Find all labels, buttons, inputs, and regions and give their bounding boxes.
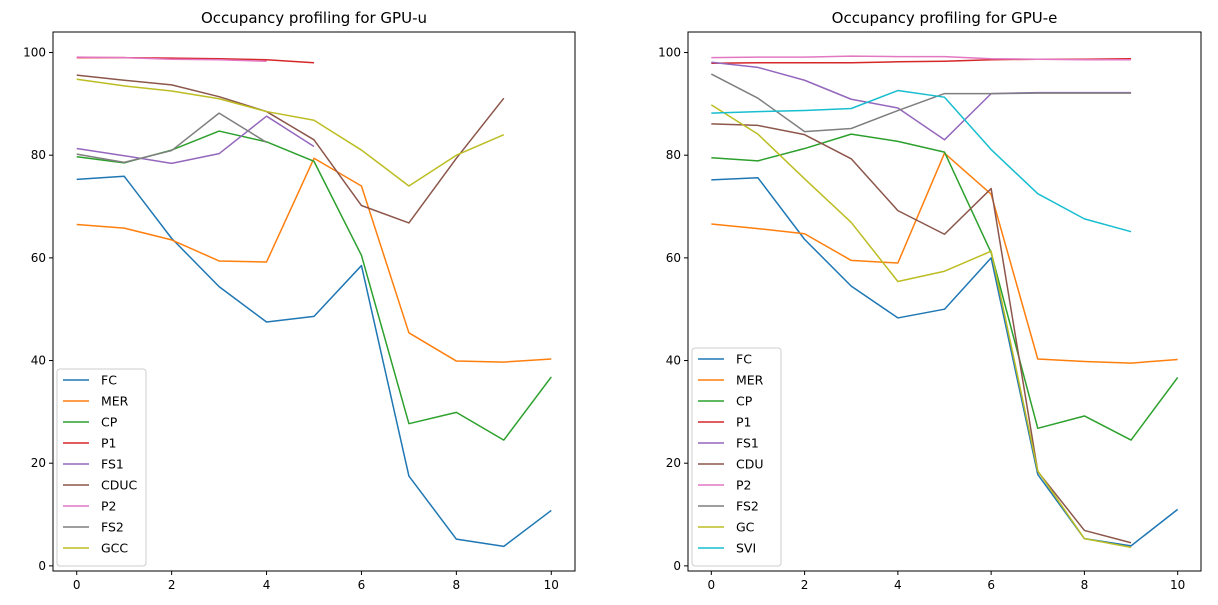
- plot-frame: [52, 31, 576, 572]
- x-tick-label: 0: [73, 578, 81, 592]
- x-tick-label: 10: [1170, 578, 1185, 592]
- x-tick-label: 2: [801, 578, 809, 592]
- legend-label-p2: P2: [101, 499, 117, 514]
- legend-label-gcc: GCC: [101, 541, 128, 556]
- y-tick-label: 60: [31, 251, 46, 265]
- legend-label-fs1: FS1: [736, 436, 759, 451]
- x-tick-label: 0: [707, 578, 715, 592]
- legend-box: [56, 368, 147, 567]
- series-line-fc: [76, 175, 552, 548]
- x-tick-label: 2: [168, 578, 176, 592]
- series-line-fs2: [710, 73, 1132, 133]
- chart-title: Occupancy profiling for GPU-u: [201, 9, 427, 27]
- series-line-fs2: [76, 112, 267, 164]
- y-tick-label: 20: [31, 456, 46, 470]
- legend-label-fc: FC: [736, 352, 752, 367]
- series-line-mer: [76, 157, 552, 363]
- y-tick-label: 40: [666, 354, 681, 368]
- x-tick-label: 4: [263, 578, 271, 592]
- y-tick-label: 0: [38, 559, 46, 573]
- legend-label-cduc: CDUC: [101, 478, 138, 493]
- legend-label-mer: MER: [736, 373, 764, 388]
- legend-label-svi: SVI: [736, 541, 756, 556]
- legend-label-cdu: CDU: [736, 457, 764, 472]
- series-line-svi: [711, 89, 1132, 233]
- legend-label-fs1: FS1: [101, 457, 124, 472]
- legend-label-p1: P1: [736, 415, 752, 430]
- y-tick-label: 40: [31, 354, 46, 368]
- y-tick-label: 100: [23, 46, 46, 60]
- legend-label-p1: P1: [101, 436, 117, 451]
- legend-label-fs2: FS2: [101, 520, 124, 535]
- y-tick-label: 80: [31, 148, 46, 162]
- series-lines: [710, 55, 1179, 549]
- series-line-cp: [711, 133, 1179, 441]
- x-tick-label: 10: [544, 578, 559, 592]
- series-line-fs1: [76, 115, 315, 165]
- legend-label-fc: FC: [101, 373, 117, 388]
- y-tick-label: 60: [666, 251, 681, 265]
- series-line-p2: [76, 56, 267, 63]
- x-tick-label: 6: [358, 578, 366, 592]
- x-tick-label: 8: [453, 578, 461, 592]
- legend-label-gc: GC: [736, 520, 755, 535]
- legend-label-mer: MER: [101, 394, 129, 409]
- legend-label-fs2: FS2: [736, 499, 759, 514]
- chart-gpu-u: Occupancy profiling for GPU-u 0 2 4 6 8 10020…: [23, 9, 576, 592]
- series-line-cduc: [76, 74, 505, 224]
- chart-title: Occupancy profiling for GPU-e: [832, 9, 1058, 27]
- plot-frame: [687, 31, 1202, 572]
- legend: FC MER CP P1 FS1 CDU P2 FS2 GC SVI: [691, 347, 782, 567]
- chart-gpu-e: Occupancy profiling for GPU-e 0 2 4 6 8 10020…: [658, 9, 1202, 592]
- legend-label-cp: CP: [101, 415, 118, 430]
- y-tick-label: 0: [673, 559, 681, 573]
- legend-label-p2: P2: [736, 478, 752, 493]
- x-tick-label: 6: [987, 578, 995, 592]
- series-lines: [76, 56, 552, 548]
- series-line-gcc: [76, 78, 505, 187]
- series-line-gc: [710, 104, 1132, 549]
- legend: FC MER CP P1 FS1 CDUC P2 FS2 GCC: [56, 368, 147, 567]
- series-line-p2: [711, 55, 1132, 61]
- legend-box: [691, 347, 782, 567]
- legend-label-cp: CP: [736, 394, 753, 409]
- y-tick-label: 20: [666, 456, 681, 470]
- series-line-cdu: [711, 123, 1132, 544]
- x-tick-label: 4: [894, 578, 902, 592]
- x-tick-label: 8: [1081, 578, 1089, 592]
- y-tick-label: 100: [658, 46, 681, 60]
- y-tick-label: 80: [666, 148, 681, 162]
